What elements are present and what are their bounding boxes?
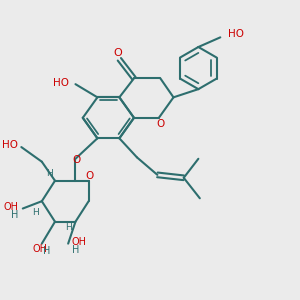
Text: H: H xyxy=(44,246,51,256)
Text: OH: OH xyxy=(72,237,87,247)
Text: H: H xyxy=(11,210,18,220)
Text: HO: HO xyxy=(53,78,69,88)
Text: H: H xyxy=(72,245,79,255)
Text: O: O xyxy=(72,155,80,165)
Text: HO: HO xyxy=(228,29,244,39)
Text: H: H xyxy=(33,208,39,217)
Text: O: O xyxy=(86,171,94,181)
Text: O: O xyxy=(113,48,122,58)
Text: O: O xyxy=(156,119,164,129)
Text: OH: OH xyxy=(3,202,18,212)
Text: H: H xyxy=(65,223,71,232)
Text: H: H xyxy=(46,169,52,178)
Text: HO: HO xyxy=(2,140,18,150)
Text: OH: OH xyxy=(33,244,48,254)
